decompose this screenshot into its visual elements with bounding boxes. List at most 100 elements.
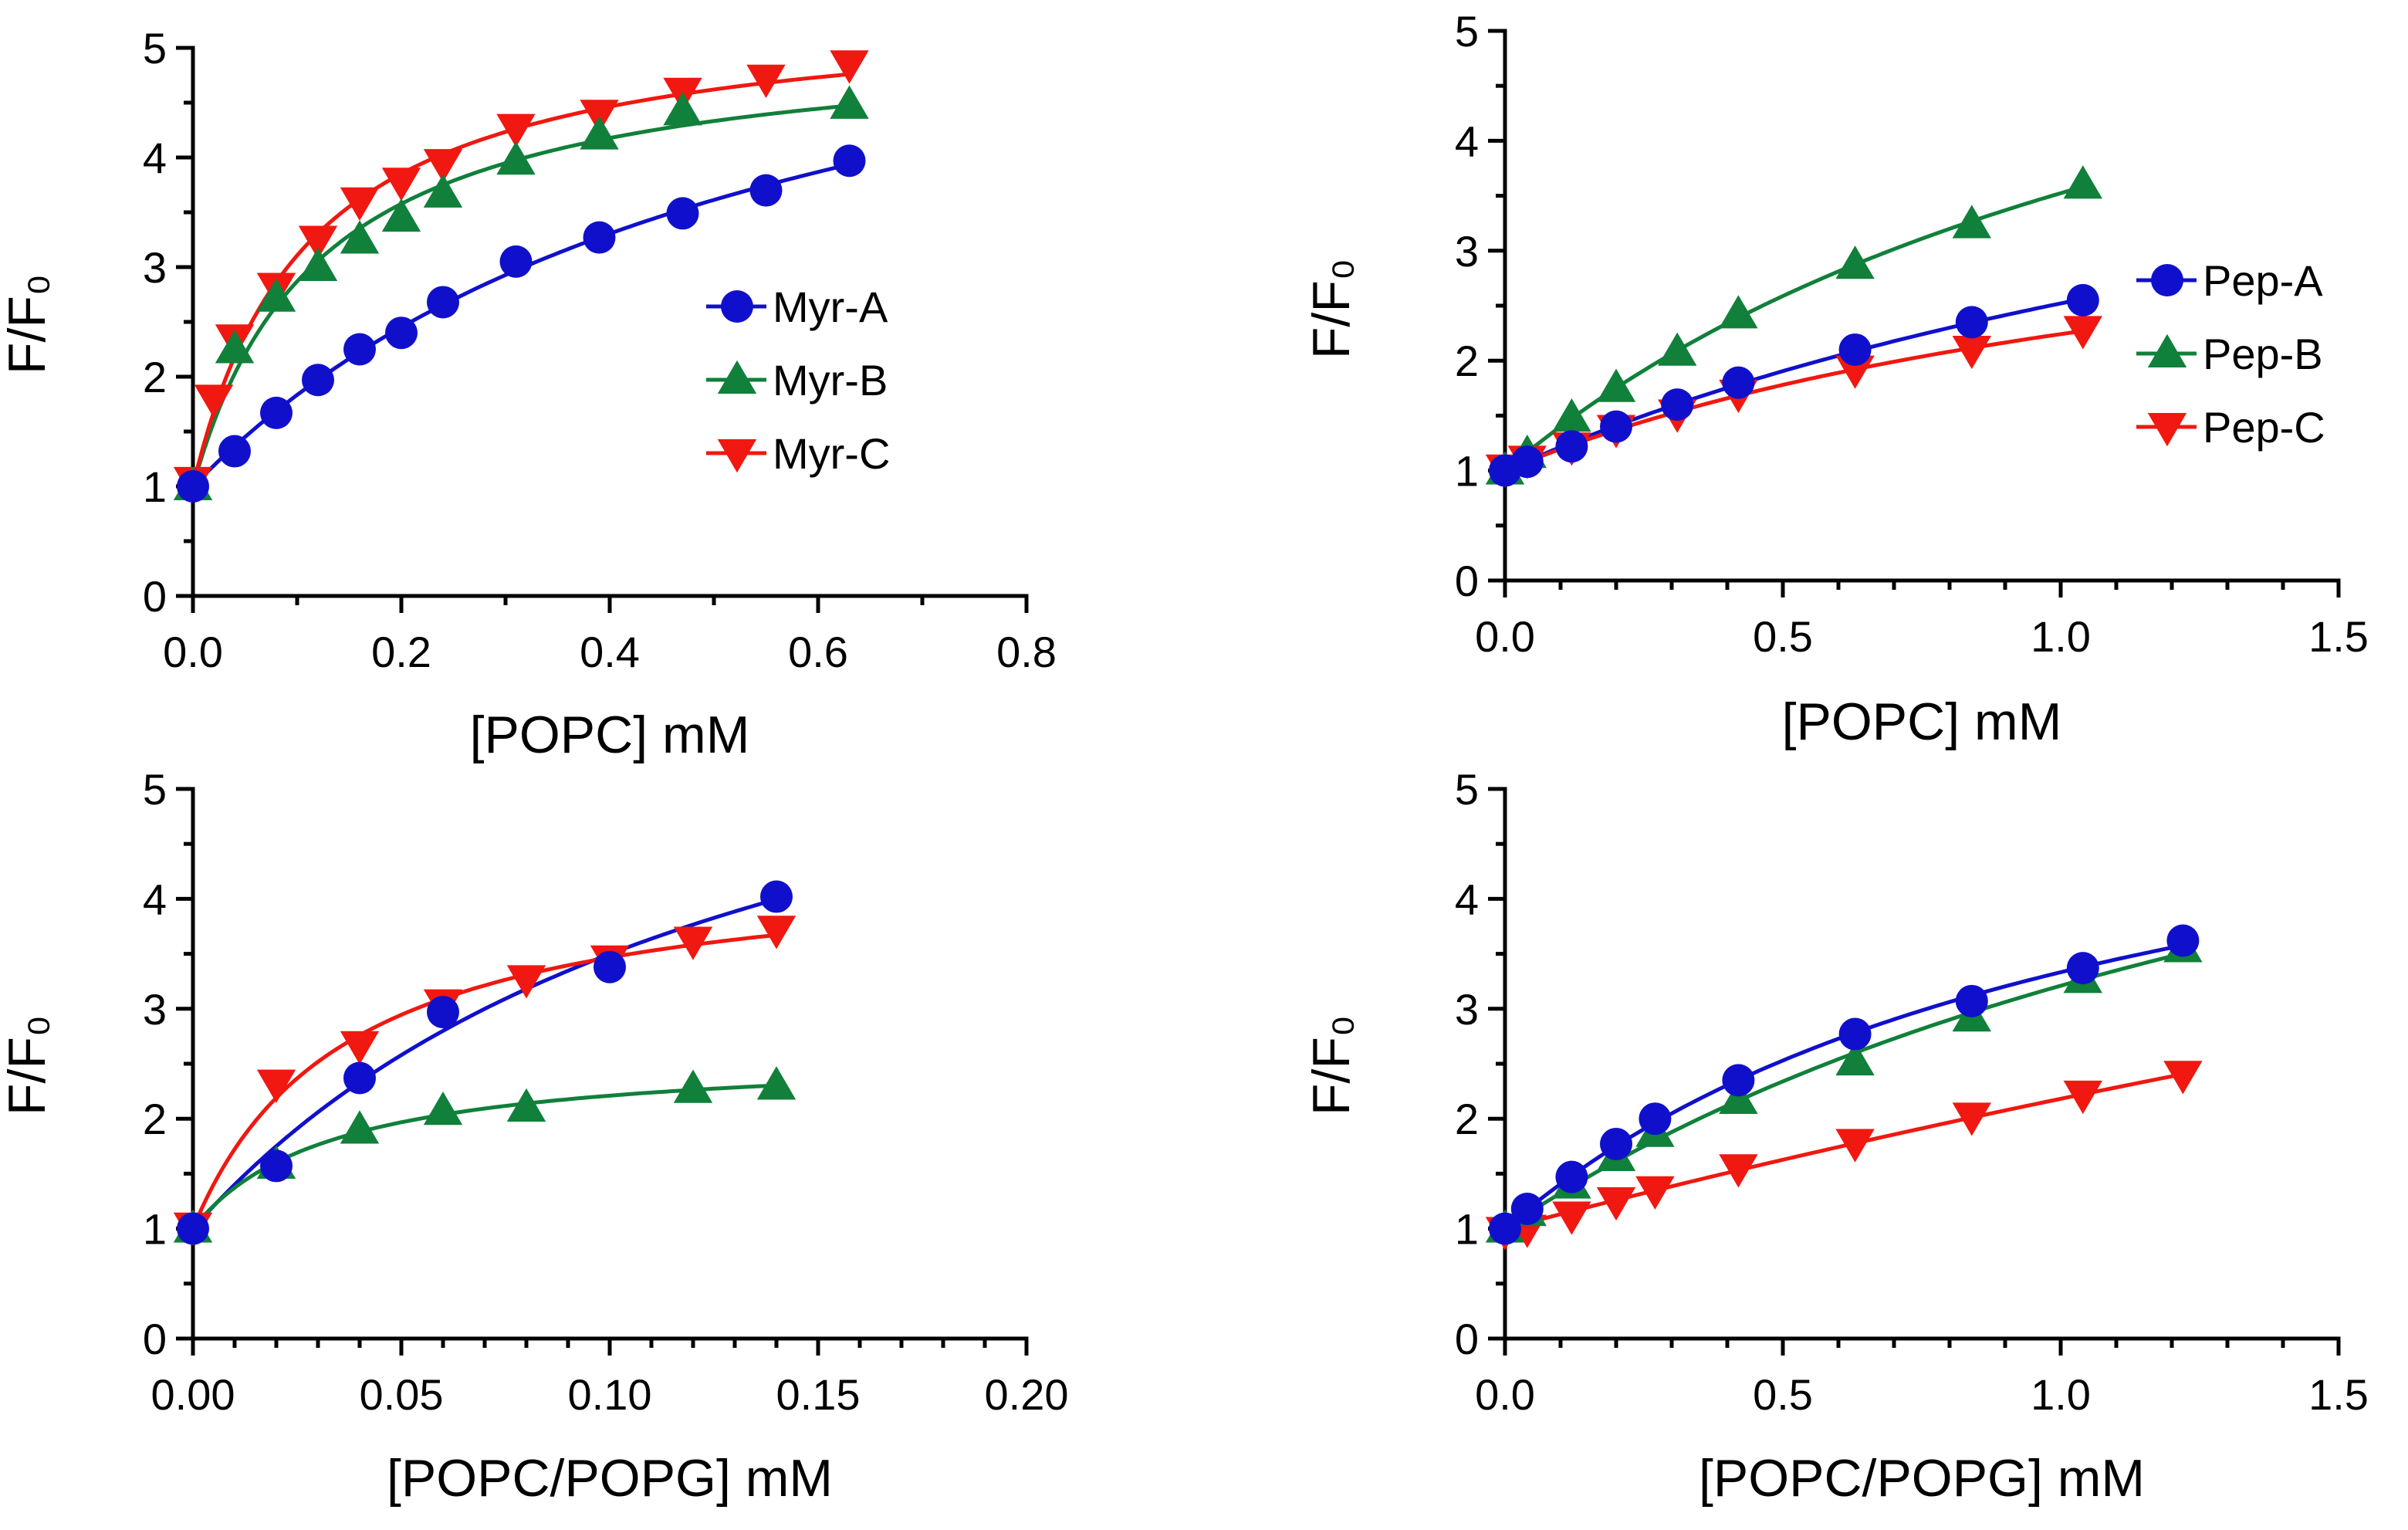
data-point-pep-a (1722, 1064, 1755, 1097)
data-point-pep-c (2063, 316, 2102, 350)
legend-label: Pep-C (2203, 403, 2325, 452)
fit-curve-pep-b (1503, 184, 2084, 472)
x-tick-label: 0.2 (371, 628, 431, 676)
data-point-myr-a (260, 396, 293, 429)
data-point-pep-c (1835, 355, 1875, 389)
y-axis-title: F/F₀ (1302, 259, 1361, 359)
legend-marker-myr-b (717, 360, 757, 394)
legend-label: Pep-A (2203, 256, 2323, 305)
y-tick-label: 5 (143, 765, 167, 814)
data-point-myr-a (302, 364, 334, 397)
data-point-pep-c (1552, 1201, 1591, 1235)
data-point-myr-a (749, 174, 783, 207)
data-point-pep-b (423, 1092, 463, 1125)
data-point-pep-a (260, 1149, 293, 1183)
y-tick-label: 5 (1455, 7, 1479, 56)
data-point-pep-a (1489, 1212, 1521, 1245)
data-point-pep-a (1722, 366, 1755, 399)
data-point-pep-c (1635, 1176, 1675, 1210)
fit-curve-pep-b (191, 1083, 777, 1230)
data-point-pep-a (427, 996, 459, 1029)
x-tick-label: 0.6 (788, 628, 848, 676)
data-point-pep-b (756, 1066, 796, 1100)
y-tick-label: 4 (143, 875, 167, 923)
y-tick-label: 5 (1455, 765, 1479, 814)
data-point-pep-a (1600, 1127, 1632, 1160)
data-point-myr-a (427, 286, 459, 319)
data-point-myr-b (580, 116, 619, 150)
data-point-pep-b (1596, 368, 1636, 402)
data-point-myr-a (833, 144, 866, 178)
x-tick-label: 1.0 (2031, 612, 2091, 661)
data-point-pep-a (1510, 1192, 1544, 1225)
chart-panel-3: 0 1 2 3 4 5 0.00 0.05 0.10 0.15 0.20 [POPC/POPG] mM… (0, 765, 1069, 1508)
data-point-myr-a (218, 435, 251, 468)
data-point-pep-b (2063, 165, 2102, 199)
data-point-pep-a (1555, 1160, 1588, 1193)
fit-curve-pep-c (191, 933, 777, 1230)
data-point-pep-a (2066, 952, 2099, 985)
data-point-pep-a (1838, 333, 1872, 366)
y-tick-label: 1 (1455, 1205, 1479, 1254)
data-point-myr-b (340, 220, 380, 254)
data-point-myr-b (423, 174, 463, 208)
legend-marker-pep-a (2151, 264, 2183, 296)
legend-label: Myr-C (773, 429, 890, 478)
data-point-myr-b (215, 330, 255, 364)
y-tick-label: 1 (1455, 447, 1479, 496)
data-point-pep-c (2163, 1061, 2203, 1095)
legend-label: Myr-A (773, 283, 888, 331)
data-point-pep-a (760, 880, 793, 913)
data-point-pep-b (1835, 1041, 1875, 1076)
x-tick-label: 0.10 (568, 1370, 652, 1419)
data-point-pep-b (506, 1088, 546, 1122)
data-point-myr-b (381, 198, 421, 232)
y-axis-title: F/F₀ (0, 1015, 56, 1115)
data-point-pep-a (2066, 283, 2099, 316)
data-point-pep-c (1719, 1154, 1758, 1188)
y-axis-title: F/F₀ (0, 274, 56, 374)
data-point-pep-a (594, 950, 626, 983)
fit-curve-pep-c (1504, 329, 2084, 472)
x-tick-label: 0.0 (163, 628, 223, 676)
y-tick-label: 2 (143, 353, 167, 401)
y-axis-title: F/F₀ (1302, 1015, 1361, 1115)
x-tick-label: 0.4 (580, 628, 640, 676)
fit-curve-myr-a (191, 162, 851, 488)
data-point-myr-a (583, 221, 616, 254)
data-point-pep-a (1838, 1017, 1872, 1051)
data-point-pep-a (1639, 1102, 1672, 1136)
y-tick-label: 3 (143, 243, 167, 292)
data-point-pep-c (1952, 1102, 1991, 1136)
x-axis-title: [POPC] mM (470, 706, 750, 764)
data-point-pep-b (340, 1110, 380, 1144)
data-point-pep-c (1952, 335, 1991, 370)
data-point-myr-a (385, 316, 418, 350)
data-point-myr-b (496, 141, 536, 175)
y-tick-label: 1 (143, 462, 167, 511)
data-point-pep-c (1835, 1129, 1875, 1163)
data-point-pep-c (673, 926, 713, 960)
data-point-pep-a (1600, 410, 1632, 443)
y-tick-label: 2 (143, 1095, 167, 1143)
x-axis-title: [POPC/POPG] mM (1699, 1449, 2145, 1508)
data-point-myr-c (340, 187, 380, 221)
data-point-pep-a (1510, 445, 1544, 479)
data-point-myr-b (298, 247, 338, 281)
y-tick-label: 0 (143, 572, 167, 621)
y-tick-label: 4 (143, 134, 167, 182)
data-point-pep-a (2166, 924, 2200, 957)
y-tick-label: 3 (1455, 227, 1479, 276)
data-point-myr-b (256, 278, 296, 312)
data-point-pep-b (1952, 205, 1991, 239)
data-point-pep-b (1719, 295, 1758, 329)
data-point-myr-c (194, 384, 234, 418)
x-tick-label: 0.0 (1475, 612, 1535, 661)
chart-panel-2: 0 1 2 3 4 5 0.0 0.5 1.0 1.5 [POPC] mM F/F₀ Pep-A Pep-… (1302, 7, 2369, 751)
legend-marker-myr-c (717, 439, 757, 473)
data-point-myr-b (663, 92, 702, 126)
data-point-pep-b (673, 1069, 713, 1103)
y-tick-label: 1 (143, 1205, 167, 1254)
data-point-myr-c (381, 168, 421, 201)
y-tick-label: 0 (1455, 1315, 1479, 1363)
